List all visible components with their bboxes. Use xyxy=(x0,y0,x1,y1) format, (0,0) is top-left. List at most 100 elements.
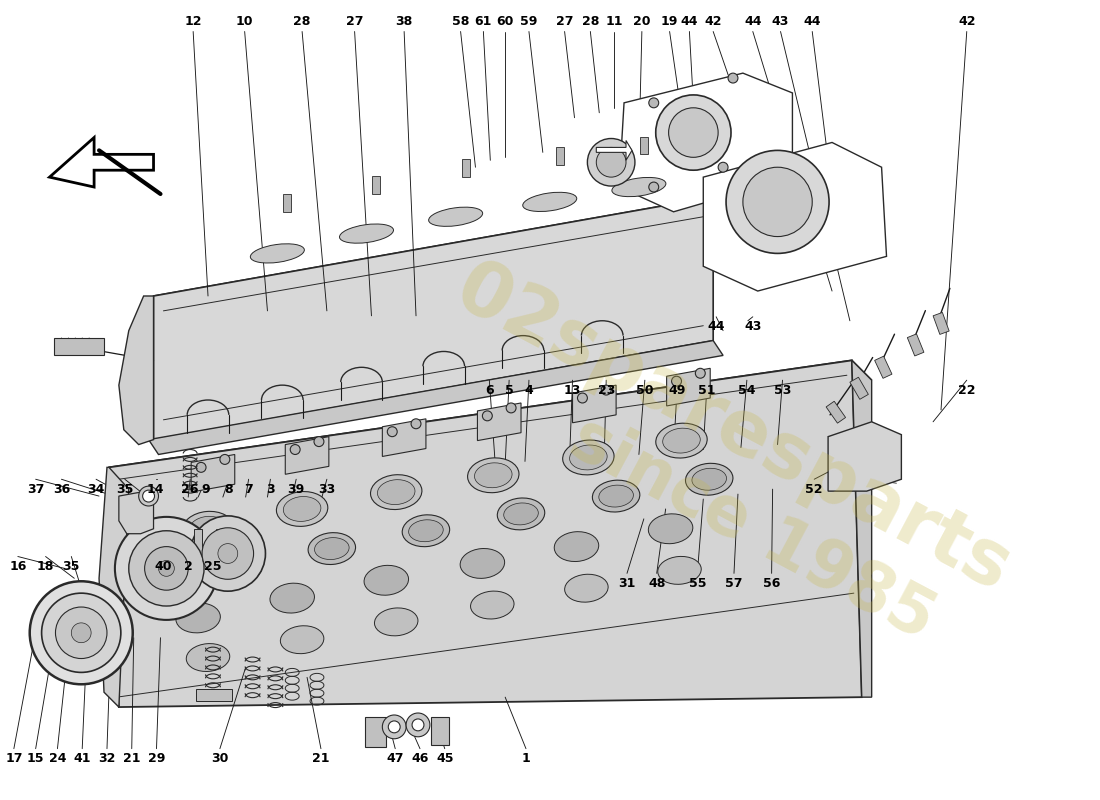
Text: 25: 25 xyxy=(205,560,222,573)
Text: 10: 10 xyxy=(235,15,253,28)
Bar xyxy=(908,334,924,356)
Ellipse shape xyxy=(648,514,693,544)
Text: 32: 32 xyxy=(98,752,116,765)
Polygon shape xyxy=(596,141,632,160)
Text: 28: 28 xyxy=(294,15,311,28)
Text: 57: 57 xyxy=(725,577,742,590)
Polygon shape xyxy=(619,73,792,212)
Circle shape xyxy=(387,426,397,437)
Ellipse shape xyxy=(564,574,608,602)
Circle shape xyxy=(728,73,738,83)
Text: 21: 21 xyxy=(123,752,141,765)
Circle shape xyxy=(587,138,635,186)
Ellipse shape xyxy=(563,440,614,475)
Bar xyxy=(690,134,697,152)
Ellipse shape xyxy=(220,558,255,579)
Circle shape xyxy=(220,454,230,464)
Circle shape xyxy=(196,462,206,472)
Bar xyxy=(556,147,563,166)
Circle shape xyxy=(314,437,323,446)
Text: 7: 7 xyxy=(244,482,253,496)
Text: 26: 26 xyxy=(182,482,199,496)
Text: 14: 14 xyxy=(146,482,164,496)
Ellipse shape xyxy=(593,480,640,512)
Bar xyxy=(194,529,202,563)
Text: 44: 44 xyxy=(803,15,821,28)
Circle shape xyxy=(143,490,154,502)
Ellipse shape xyxy=(308,533,355,565)
Circle shape xyxy=(42,593,121,672)
Text: 31: 31 xyxy=(618,577,636,590)
Bar xyxy=(364,717,386,746)
Polygon shape xyxy=(828,422,901,491)
Ellipse shape xyxy=(374,608,418,636)
Ellipse shape xyxy=(315,538,349,559)
Circle shape xyxy=(202,528,254,579)
Text: 43: 43 xyxy=(744,320,761,334)
Polygon shape xyxy=(477,403,521,441)
Ellipse shape xyxy=(570,445,607,470)
Text: 12: 12 xyxy=(185,15,202,28)
Text: 19: 19 xyxy=(661,15,679,28)
Text: 44: 44 xyxy=(681,15,698,28)
Ellipse shape xyxy=(522,192,576,211)
Ellipse shape xyxy=(214,553,262,584)
Text: 42: 42 xyxy=(958,15,976,28)
Circle shape xyxy=(55,607,107,658)
Text: 02sparesparts: 02sparesparts xyxy=(442,252,1023,607)
Polygon shape xyxy=(119,296,154,445)
Text: 46: 46 xyxy=(411,752,429,765)
Text: 3: 3 xyxy=(266,482,275,496)
Text: since 1985: since 1985 xyxy=(559,405,946,653)
Text: 35: 35 xyxy=(117,482,133,496)
Text: 44: 44 xyxy=(707,320,725,334)
Text: 49: 49 xyxy=(669,383,686,397)
Text: 44: 44 xyxy=(744,15,761,28)
Ellipse shape xyxy=(554,532,598,562)
Ellipse shape xyxy=(429,207,483,226)
Circle shape xyxy=(190,516,265,591)
Text: 40: 40 xyxy=(155,560,173,573)
Circle shape xyxy=(483,411,493,421)
Polygon shape xyxy=(109,360,871,489)
Text: 35: 35 xyxy=(63,560,80,573)
Polygon shape xyxy=(109,360,861,707)
Text: 61: 61 xyxy=(475,15,492,28)
Bar xyxy=(373,176,381,194)
Text: 38: 38 xyxy=(396,15,412,28)
Circle shape xyxy=(649,98,659,108)
Circle shape xyxy=(129,530,204,606)
Bar xyxy=(850,378,868,399)
Text: 20: 20 xyxy=(634,15,650,28)
Text: 55: 55 xyxy=(689,577,706,590)
Circle shape xyxy=(578,393,587,403)
Ellipse shape xyxy=(377,480,415,505)
Ellipse shape xyxy=(662,428,701,453)
Text: 13: 13 xyxy=(564,383,581,397)
Bar xyxy=(431,717,449,745)
Text: 15: 15 xyxy=(26,752,44,765)
Circle shape xyxy=(290,445,300,454)
Polygon shape xyxy=(851,360,871,697)
Bar xyxy=(55,338,104,355)
Circle shape xyxy=(602,385,612,395)
Text: 16: 16 xyxy=(9,560,26,573)
Polygon shape xyxy=(703,142,887,291)
Ellipse shape xyxy=(403,515,450,546)
Text: 36: 36 xyxy=(53,482,70,496)
Circle shape xyxy=(726,150,829,254)
Bar xyxy=(640,137,648,154)
Polygon shape xyxy=(154,197,713,440)
Text: 9: 9 xyxy=(201,482,210,496)
Bar xyxy=(826,402,846,423)
Bar xyxy=(462,159,470,177)
Ellipse shape xyxy=(186,643,230,671)
Text: 30: 30 xyxy=(211,752,229,765)
Ellipse shape xyxy=(658,557,701,584)
Text: 52: 52 xyxy=(805,482,823,496)
Ellipse shape xyxy=(280,626,323,654)
Text: 37: 37 xyxy=(28,482,44,496)
Ellipse shape xyxy=(598,485,634,507)
Text: 51: 51 xyxy=(698,383,716,397)
Circle shape xyxy=(411,419,421,429)
